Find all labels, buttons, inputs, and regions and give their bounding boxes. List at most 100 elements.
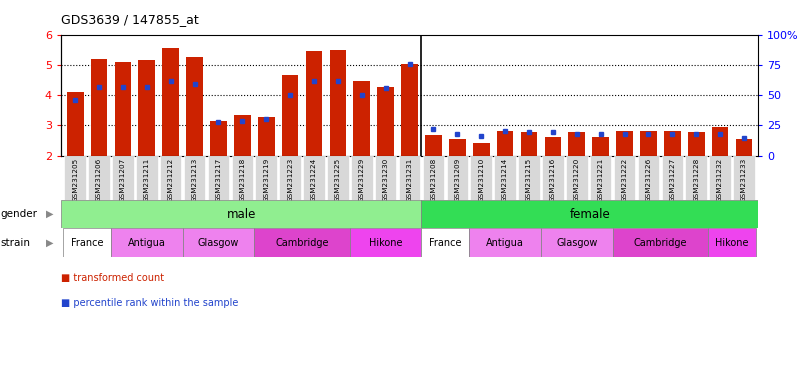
Bar [473, 144, 490, 156]
Text: GSM231224: GSM231224 [311, 158, 317, 202]
Bar [255, 228, 350, 257]
Text: female: female [569, 208, 610, 220]
Text: GSM231214: GSM231214 [502, 158, 508, 202]
FancyBboxPatch shape [88, 156, 109, 200]
Bar [422, 200, 758, 228]
Text: Glasgow: Glasgow [198, 238, 239, 248]
Bar [592, 137, 609, 156]
FancyBboxPatch shape [399, 156, 420, 200]
Bar [496, 131, 513, 156]
Text: GSM231220: GSM231220 [573, 158, 580, 202]
Text: GSM231222: GSM231222 [621, 158, 628, 202]
Text: GSM231223: GSM231223 [287, 158, 293, 202]
FancyBboxPatch shape [710, 156, 731, 200]
Text: GSM231230: GSM231230 [383, 158, 388, 202]
Bar [139, 60, 155, 156]
Text: ■ transformed count: ■ transformed count [61, 273, 164, 283]
Bar [377, 88, 394, 156]
FancyBboxPatch shape [518, 156, 540, 200]
Text: GSM231205: GSM231205 [72, 158, 78, 202]
Bar [616, 131, 633, 156]
Text: GSM231211: GSM231211 [144, 158, 150, 202]
Text: Cambridge: Cambridge [633, 238, 687, 248]
Text: GDS3639 / 147855_at: GDS3639 / 147855_at [61, 13, 199, 26]
FancyBboxPatch shape [184, 156, 205, 200]
FancyBboxPatch shape [495, 156, 516, 200]
FancyBboxPatch shape [112, 156, 134, 200]
Bar [708, 228, 756, 257]
Bar [114, 62, 131, 156]
FancyBboxPatch shape [733, 156, 755, 200]
FancyBboxPatch shape [470, 156, 492, 200]
Bar [67, 92, 84, 156]
FancyBboxPatch shape [685, 156, 707, 200]
Text: Cambridge: Cambridge [275, 238, 328, 248]
Bar [329, 50, 346, 156]
FancyBboxPatch shape [637, 156, 659, 200]
Bar [422, 228, 470, 257]
Text: Hikone: Hikone [715, 238, 749, 248]
FancyBboxPatch shape [542, 156, 564, 200]
Text: GSM231219: GSM231219 [264, 158, 269, 202]
Text: GSM231231: GSM231231 [406, 158, 413, 202]
Bar [712, 127, 728, 156]
Text: France: France [429, 238, 461, 248]
Bar [234, 115, 251, 156]
Text: male: male [226, 208, 255, 220]
Text: GSM231221: GSM231221 [598, 158, 603, 202]
Bar [688, 132, 705, 156]
FancyBboxPatch shape [351, 156, 372, 200]
Text: France: France [71, 238, 103, 248]
Bar [281, 75, 298, 156]
Bar [449, 139, 466, 156]
Text: GSM231218: GSM231218 [239, 158, 246, 202]
Bar [61, 200, 422, 228]
Text: GSM231207: GSM231207 [120, 158, 126, 202]
Bar [569, 132, 585, 156]
Text: GSM231225: GSM231225 [335, 158, 341, 202]
Text: ▶: ▶ [46, 209, 54, 219]
Bar [306, 51, 323, 156]
Text: Antigua: Antigua [128, 238, 165, 248]
FancyBboxPatch shape [447, 156, 468, 200]
Text: GSM231209: GSM231209 [454, 158, 461, 202]
Text: GSM231216: GSM231216 [550, 158, 556, 202]
Text: GSM231210: GSM231210 [478, 158, 484, 202]
Text: GSM231233: GSM231233 [741, 158, 747, 202]
Text: GSM231206: GSM231206 [96, 158, 102, 202]
Bar [210, 121, 227, 156]
Bar [258, 117, 275, 156]
FancyBboxPatch shape [279, 156, 301, 200]
Text: GSM231228: GSM231228 [693, 158, 699, 202]
Bar [470, 228, 541, 257]
FancyBboxPatch shape [255, 156, 277, 200]
FancyBboxPatch shape [614, 156, 635, 200]
Bar [541, 228, 612, 257]
Text: GSM231232: GSM231232 [717, 158, 723, 202]
FancyBboxPatch shape [303, 156, 324, 200]
FancyBboxPatch shape [566, 156, 587, 200]
Bar [664, 131, 680, 156]
Bar [182, 228, 255, 257]
Text: GSM231229: GSM231229 [358, 158, 365, 202]
Text: strain: strain [1, 238, 31, 248]
Text: Hikone: Hikone [369, 238, 402, 248]
FancyBboxPatch shape [64, 156, 86, 200]
Bar [350, 228, 422, 257]
Text: GSM231215: GSM231215 [526, 158, 532, 202]
Text: GSM231208: GSM231208 [431, 158, 436, 202]
Text: GSM231217: GSM231217 [216, 158, 221, 202]
Bar [736, 139, 753, 156]
Text: ■ percentile rank within the sample: ■ percentile rank within the sample [61, 298, 238, 308]
FancyBboxPatch shape [136, 156, 157, 200]
FancyBboxPatch shape [375, 156, 397, 200]
Bar [354, 81, 370, 156]
Bar [91, 60, 107, 156]
FancyBboxPatch shape [160, 156, 182, 200]
Text: Glasgow: Glasgow [556, 238, 598, 248]
Bar [187, 57, 203, 156]
Bar [63, 228, 111, 257]
Bar [521, 132, 538, 156]
Bar [544, 137, 561, 156]
FancyBboxPatch shape [232, 156, 253, 200]
